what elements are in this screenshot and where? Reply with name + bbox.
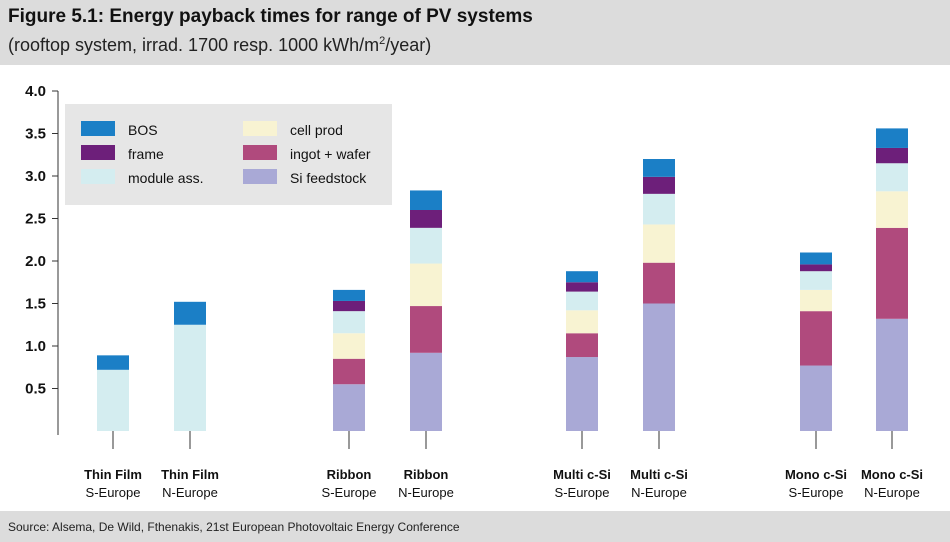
bar-segment [97,355,129,370]
x-category-label: Ribbon [404,467,449,482]
subtitle-end: /year) [385,35,432,55]
x-category-label: Multi c-Si [553,467,611,482]
bar-segment [333,300,365,312]
legend-label: frame [128,146,164,162]
bar-segment [800,264,832,272]
bar-segment [333,289,365,301]
x-category-sublabel: S-Europe [555,485,610,500]
y-axis: 0.5 1.0 1.5 2.0 2.5 3.0 3.5 4.0 [25,83,59,435]
bar-segment [800,311,832,366]
legend-swatch [243,169,277,184]
x-category-sublabel: N-Europe [864,485,920,500]
bar-segment [410,227,442,264]
bar-segment [643,224,675,263]
bar-segment [566,271,598,283]
legend-label: Si feedstock [290,170,367,186]
chart-title: Figure 5.1: Energy payback times for ran… [8,6,533,27]
x-category-label: Ribbon [327,467,372,482]
bar-segment [174,324,206,431]
bar-segment [876,227,908,319]
legend-label: module ass. [128,170,203,186]
legend-label: BOS [128,122,158,138]
x-category-label: Thin Film [84,467,142,482]
legend-label: cell prod [290,122,343,138]
bar-segment [643,303,675,431]
legend: BOS frame module ass. cell prod ingot + wafe… [65,104,392,205]
subtitle-superscript: 2 [379,35,386,47]
bar-segment [566,333,598,358]
x-category-label: Multi c-Si [630,467,688,482]
y-tick-label: 1.0 [25,338,46,355]
bar-segment [333,358,365,385]
bar-segment [643,159,675,177]
bar-segment [566,357,598,431]
y-tick-label: 3.5 [25,126,46,143]
bar-segment [876,147,908,164]
bar-segment [800,365,832,431]
subtitle-main: (rooftop system, irrad. 1700 resp. 1000 … [8,35,380,55]
y-tick-label: 3.0 [25,168,46,185]
bar-segment [643,176,675,194]
x-category-sublabel: S-Europe [322,485,377,500]
x-category-label: Mono c-Si [785,467,847,482]
legend-swatch [243,145,277,160]
bar-segment [410,352,442,431]
bar-segment [97,369,129,431]
bar-segment [643,262,675,304]
bar-segment [876,191,908,228]
legend-swatch [81,121,115,136]
bar-segment [410,190,442,210]
source-note: Source: Alsema, De Wild, Fthenakis, 21st… [8,520,460,534]
x-category-sublabel: N-Europe [631,485,687,500]
bar-segment [174,301,206,325]
bar-segment [566,291,598,311]
header-band: Figure 5.1: Energy payback times for ran… [0,0,950,65]
y-tick-label: 2.0 [25,253,46,270]
legend-swatch [81,169,115,184]
bar-segment [876,128,908,148]
legend-swatch [243,121,277,136]
bar-segment [410,263,442,307]
chart-subtitle: (rooftop system, irrad. 1700 resp. 1000 … [8,35,431,56]
bar-segment [333,311,365,334]
y-tick-label: 1.5 [25,296,46,313]
x-category-sublabel: S-Europe [86,485,141,500]
x-category-sublabel: N-Europe [398,485,454,500]
x-category-sublabel: N-Europe [162,485,218,500]
bars-group [97,128,908,431]
bar-segment [800,289,832,312]
x-category-sublabel: S-Europe [789,485,844,500]
y-tick-label: 0.5 [25,381,46,398]
bar-segment [566,282,598,292]
legend-swatch [81,145,115,160]
bar-segment [800,252,832,265]
bar-segment [410,210,442,228]
bar-segment [333,333,365,359]
x-category-label: Thin Film [161,467,219,482]
legend-box [65,104,392,205]
bar-segment [333,384,365,431]
y-tick-label: 2.5 [25,211,46,228]
bar-segment [566,310,598,334]
bar-segment [643,193,675,225]
footer-band: Source: Alsema, De Wild, Fthenakis, 21st… [0,511,950,542]
bar-segment [800,271,832,290]
legend-label: ingot + wafer [290,146,371,162]
bar-segment [876,318,908,431]
x-axis: Thin Film S-Europe Thin Film N-Europe Ribbon… [84,431,923,500]
y-tick-label: 4.0 [25,83,46,100]
bar-segment [410,306,442,353]
x-category-label: Mono c-Si [861,467,923,482]
stacked-bar-chart: 0.5 1.0 1.5 2.0 2.5 3.0 3.5 4.0 Thin Film S-Euro… [25,83,923,500]
bar-segment [876,163,908,192]
